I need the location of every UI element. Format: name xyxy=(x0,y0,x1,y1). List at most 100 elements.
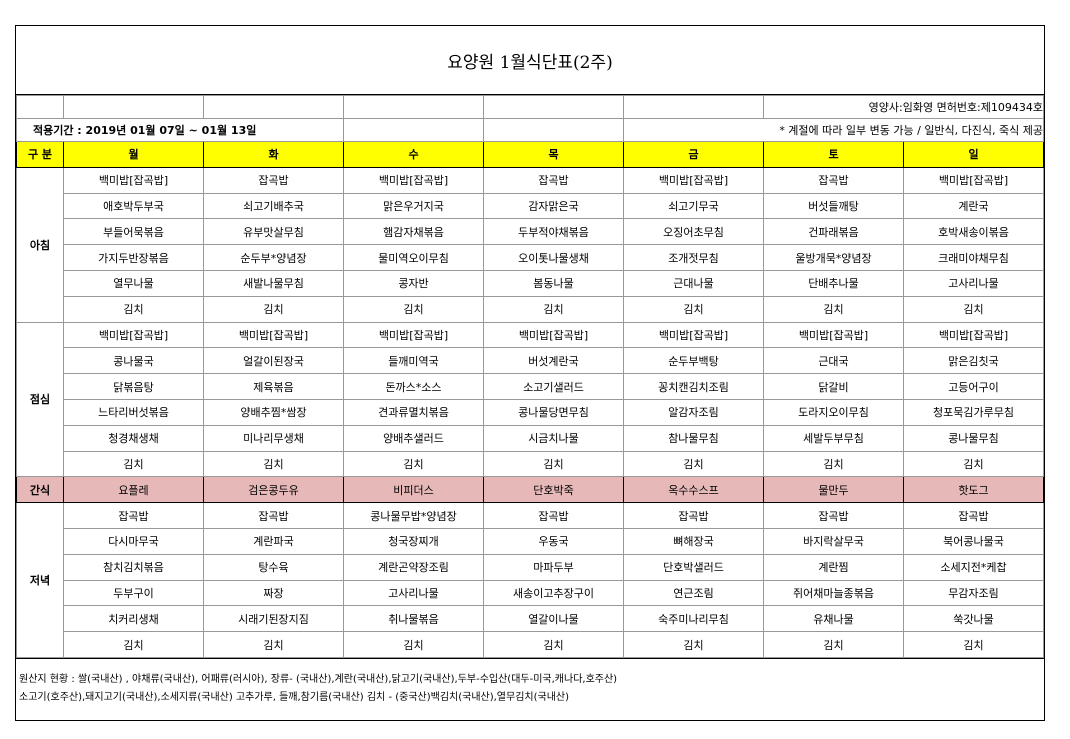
menu-item: 비피더스 xyxy=(343,476,484,504)
menu-item: 버섯계란국 xyxy=(483,347,624,375)
menu-item: 청국장찌개 xyxy=(343,527,484,555)
menu-item: 계란찜 xyxy=(763,553,904,581)
header-cell: 수 xyxy=(343,141,484,168)
menu-row: 닭볶음탕 제육볶음 돈까스*소스 소고기샐러드 꽁치캔김치조림 닭갈비 고등어구이 xyxy=(17,373,1044,400)
menu-item: 옥수수스프 xyxy=(623,476,764,504)
menu-item: 다시마무국 xyxy=(63,527,204,555)
menu-item: 김치 xyxy=(763,631,904,658)
menu-item: 잡곡밥 xyxy=(763,502,904,529)
menu-item: 소고기샐러드 xyxy=(483,373,624,400)
menu-item: 짜장 xyxy=(203,579,344,607)
menu-item: 김치 xyxy=(483,450,624,478)
menu-item: 알감자조림 xyxy=(623,398,764,426)
dietitian: 영양사:임화영 면허번호:제109434호 xyxy=(763,95,1044,119)
menu-item: 햄감자채볶음 xyxy=(343,218,484,246)
menu-item: 참치김치볶음 xyxy=(63,553,204,581)
menu-item: 애호박두부국 xyxy=(63,192,204,220)
menu-item: 시금치나물 xyxy=(483,424,624,452)
menu-item: 세발두부무침 xyxy=(763,424,904,452)
meta: 영양사:임화영 면허번호:제109434호 적용기간 : 2019년 01월 0… xyxy=(16,95,1044,168)
menu-item: 백미밥[잡곡밥] xyxy=(903,321,1044,349)
menu-item: 들깨미역국 xyxy=(343,347,484,375)
menu-row: 두부구이 짜장 고사리나물 새송이고추장구이 연근조림 쥐어채마늘종볶음 무감자조림 xyxy=(17,579,1044,607)
menu-item: 잡곡밥 xyxy=(903,502,1044,529)
menu-item: 김치 xyxy=(343,631,484,658)
menu-item: 청포묵김가루무침 xyxy=(903,398,1044,426)
menu-item: 열갈이나물 xyxy=(483,605,624,633)
menu-item: 맑은김칫국 xyxy=(903,347,1044,375)
menu-row: 김치 김치 김치 김치 김치 김치 김치 xyxy=(17,450,1044,478)
menu-item: 콩나물당면무침 xyxy=(483,398,624,426)
menu-item: 잡곡밥 xyxy=(483,166,624,194)
menu-item: 연근조림 xyxy=(623,579,764,607)
menu-row: 애호박두부국 쇠고기배추국 맑은우거지국 감자맑은국 쇠고기무국 버섯들깨탕 계란국 xyxy=(17,192,1044,220)
menu-item: 탕수육 xyxy=(203,553,344,581)
menu-item: 오이톳나물생채 xyxy=(483,244,624,271)
menu-item: 잡곡밥 xyxy=(483,502,624,529)
menu-item: 계란국 xyxy=(903,192,1044,220)
menu-item: 돈까스*소스 xyxy=(343,373,484,400)
section: 아침 백미밥[잡곡밥] 잡곡밥 백미밥[잡곡밥] 잡곡밥 백미밥[잡곡밥] 잡곡밥 백미밥[잡… xyxy=(16,166,1044,323)
menu-item: 양배추찜*쌈장 xyxy=(203,398,344,426)
menu-item: 열무나물 xyxy=(63,269,204,297)
section: 저녁 잡곡밥 잡곡밥 콩나물무밥*양념장 잡곡밥 잡곡밥 잡곡밥 잡곡밥 다시마무국 계란파국 청국… xyxy=(16,502,1044,658)
menu-item: 김치 xyxy=(203,631,344,658)
menu-item: 백미밥[잡곡밥] xyxy=(483,321,624,349)
menu-item: 김치 xyxy=(763,450,904,478)
menu-item: 두부적야채볶음 xyxy=(483,218,624,246)
menu-item: 두부구이 xyxy=(63,579,204,607)
menu-item: 맑은우거지국 xyxy=(343,192,484,220)
menu-item: 양배추샐러드 xyxy=(343,424,484,452)
menu-item: 가지두반장볶음 xyxy=(63,244,204,271)
menu-item: 치커리생채 xyxy=(63,605,204,633)
menu-item: 콩나물국 xyxy=(63,347,204,375)
menu-item: 김치 xyxy=(623,631,764,658)
menu-item: 새송이고추장구이 xyxy=(483,579,624,607)
menu-item: 단호박샐러드 xyxy=(623,553,764,581)
menu-item: 오징어초무침 xyxy=(623,218,764,246)
header-cell: 토 xyxy=(763,141,904,168)
menu-item: 단배추나물 xyxy=(763,269,904,297)
menu-item: 콩나물무침 xyxy=(903,424,1044,452)
menu-item: 근대국 xyxy=(763,347,904,375)
menu-item: 도라지오이무침 xyxy=(763,398,904,426)
menu-item: 잡곡밥 xyxy=(203,502,344,529)
section-label: 간식 xyxy=(16,476,64,504)
menu-row: 가지두반장볶음 순두부*양념장 물미역오이무침 오이톳나물생채 조개젓무침 울방개묵*양념… xyxy=(17,244,1044,271)
menu-item: 김치 xyxy=(483,631,624,658)
menu-item: 단호박죽 xyxy=(483,476,624,504)
menu-item: 물미역오이무침 xyxy=(343,244,484,271)
menu-item: 쇠고기배추국 xyxy=(203,192,344,220)
footer: 원산지 현황 : 쌀(국내산) , 야채류(국내산), 어패류(러시아), 장류… xyxy=(16,657,1044,720)
menu-item: 느타리버섯볶음 xyxy=(63,398,204,426)
menu-item: 유채나물 xyxy=(763,605,904,633)
header-cell: 금 xyxy=(623,141,764,168)
menu-item: 꽁치캔김치조림 xyxy=(623,373,764,400)
menu-item: 백미밥[잡곡밥] xyxy=(903,166,1044,194)
menu-item: 근대나물 xyxy=(623,269,764,297)
menu-item: 울방개묵*양념장 xyxy=(763,244,904,271)
header-cell: 목 xyxy=(483,141,624,168)
menu-item: 숙주미나리무침 xyxy=(623,605,764,633)
menu-item: 김치 xyxy=(63,295,204,323)
menu-row: 부들어묵볶음 유부맛살무침 햄감자채볶음 두부적야채볶음 오징어초무침 건파래볶음 호박새송… xyxy=(17,218,1044,246)
menu-item: 참나물무침 xyxy=(623,424,764,452)
menu-item: 제육볶음 xyxy=(203,373,344,400)
menu-item: 핫도그 xyxy=(903,476,1044,504)
menu-item: 김치 xyxy=(203,450,344,478)
menu-item: 순두부*양념장 xyxy=(203,244,344,271)
menu-row: 참치김치볶음 탕수육 계란곤약장조림 마파두부 단호박샐러드 계란찜 소세지전*케찹 xyxy=(17,553,1044,581)
menu-item: 닭갈비 xyxy=(763,373,904,400)
menu-item: 잡곡밥 xyxy=(763,166,904,194)
menu-item: 청경채생채 xyxy=(63,424,204,452)
menu-item: 봄동나물 xyxy=(483,269,624,297)
header-cell: 일 xyxy=(903,141,1044,168)
menu-item: 고사리나물 xyxy=(343,579,484,607)
menu-item: 김치 xyxy=(903,450,1044,478)
menu-item: 고등어구이 xyxy=(903,373,1044,400)
section-label: 저녁 xyxy=(16,502,64,658)
menu-sheet: 요양원 1월식단표(2주) 영양사:임화영 면허번호:제109434호 적용기간… xyxy=(15,25,1045,721)
menu-item: 계란파국 xyxy=(203,527,344,555)
